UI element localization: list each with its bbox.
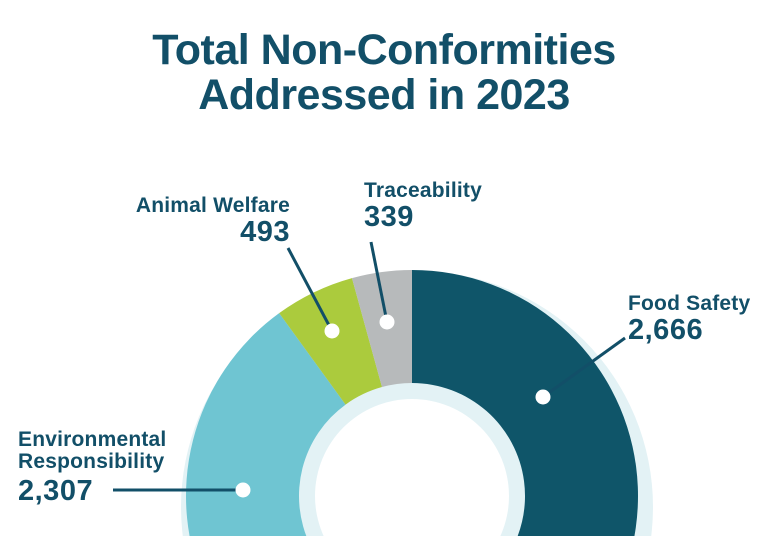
callout-value-traceability: 339: [364, 201, 414, 233]
callout-value-food-safety: 2,666: [628, 314, 704, 346]
callout-label-food-safety: Food Safety: [628, 292, 751, 315]
donut-hole: [315, 399, 509, 536]
chart-title: Total Non-Conformities Addressed in 2023: [0, 28, 768, 118]
slice-food-safety: [412, 270, 638, 536]
slice-traceability: [351, 269, 412, 388]
callout-label-traceability: Traceability: [364, 179, 482, 202]
leader-line-animal-welfare: [286, 247, 334, 332]
callout-label-animal-welfare: Animal Welfare: [135, 194, 290, 217]
callout-value-environmental-responsibility: 2,307: [18, 475, 94, 507]
callout-traceability: Traceability 339: [364, 180, 482, 233]
callout-dot-food-safety: [535, 389, 551, 405]
callout-food-safety: Food Safety 2,666: [628, 293, 750, 346]
chart-title-line2: Addressed in 2023: [198, 71, 570, 119]
leader-line-traceability: [369, 241, 389, 323]
callout-dot-animal-welfare: [324, 323, 340, 339]
callout-animal-welfare: Animal Welfare 493: [136, 195, 290, 248]
slice-animal-welfare: [279, 278, 382, 405]
chart-title-line1: Total Non-Conformities: [152, 26, 616, 74]
leader-line-food-safety: [542, 336, 626, 399]
callout-dot-traceability: [379, 314, 395, 330]
callout-value-animal-welfare: 493: [240, 216, 290, 248]
donut-slices: [186, 269, 638, 536]
callout-environmental-responsibility: Environmental Responsibility 2,307: [18, 429, 190, 507]
callout-dot-environmental: [235, 482, 251, 498]
callout-label-environmental-responsibility: Environmental Responsibility: [18, 428, 167, 473]
slice-environmental-responsibility: [186, 313, 346, 536]
